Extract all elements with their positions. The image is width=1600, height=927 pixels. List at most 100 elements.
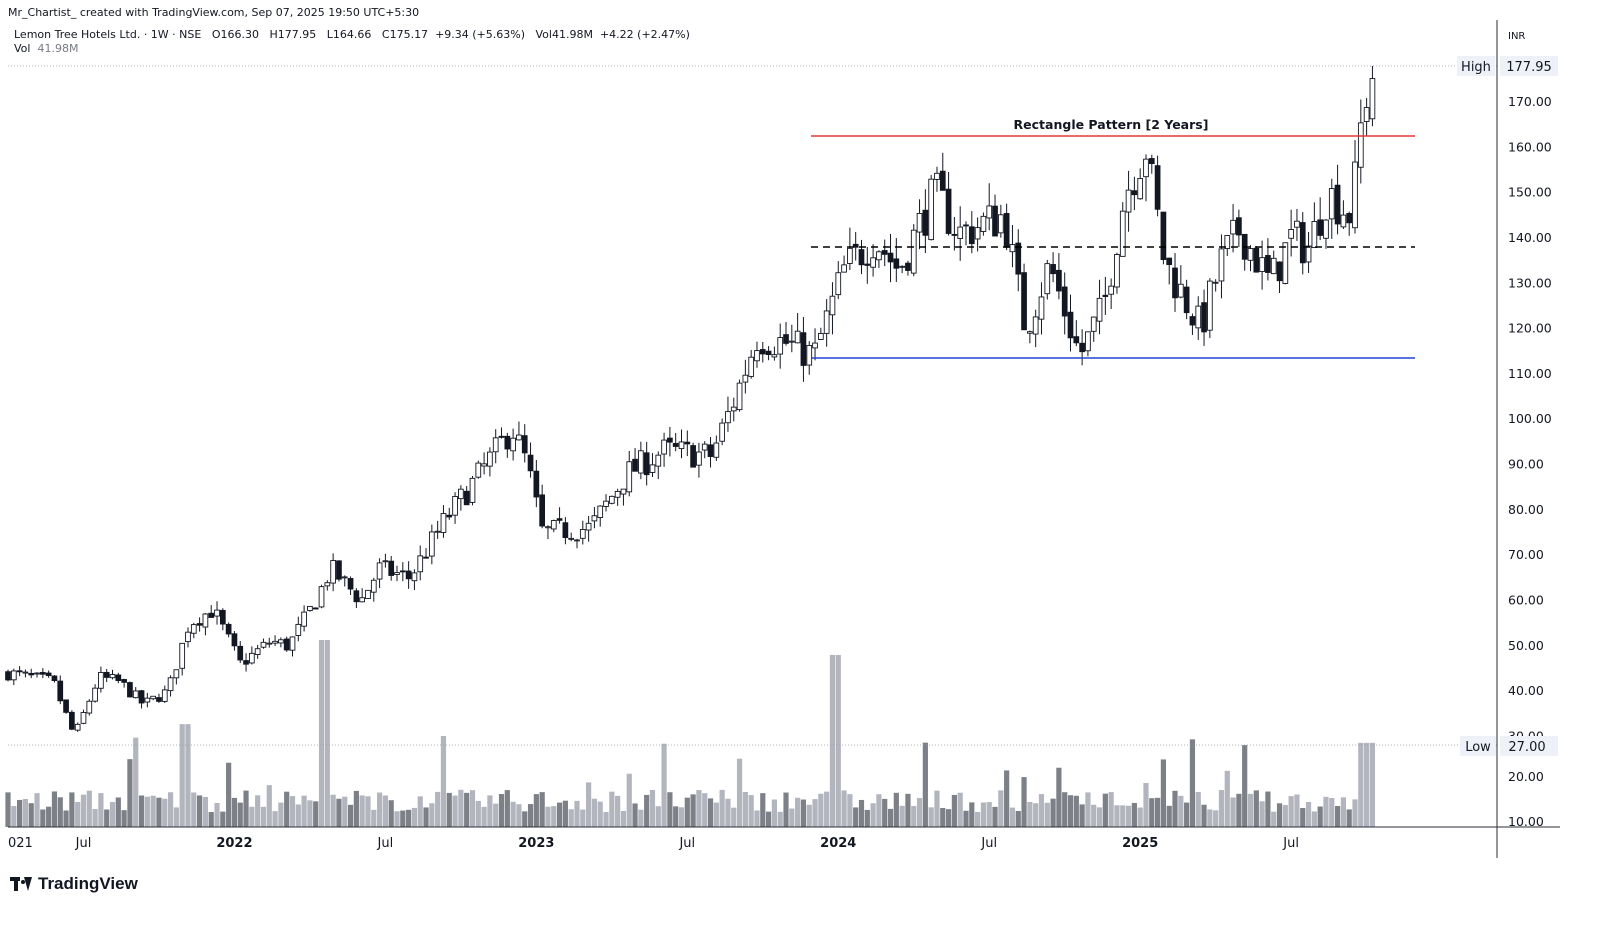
volume-bar [1085,792,1091,827]
volume-bar [417,796,423,827]
symbol-name[interactable]: Lemon Tree Hotels Ltd. · 1W · NSE [14,28,202,41]
volume-bar [864,809,870,827]
candle-body [57,680,64,702]
high-marker-value: 177.95 [1506,60,1552,75]
volume-series-label[interactable]: Vol [14,42,31,55]
volume-bar [806,804,812,827]
volume-bar [289,796,296,827]
volume-bar [342,796,348,827]
volume-bar [365,796,371,827]
candle-body [69,711,75,730]
candle-body [1027,331,1033,334]
volume-bar [945,809,952,827]
candle-body [1276,261,1283,282]
volume-bar [191,792,197,827]
candle-body [1236,217,1242,236]
volume-bar [667,792,673,827]
volume-bar [1300,808,1306,827]
volume-bar [371,809,377,827]
candle-body [765,350,772,355]
volume-bar [1253,790,1259,827]
volume-bar [1149,798,1155,827]
candle-body [382,560,389,563]
volume-bar [1033,803,1039,827]
price-tick-label: 90.00 [1508,457,1544,472]
volume-bar [1114,805,1120,827]
candle-body [1346,213,1353,224]
volume-bar [1062,792,1068,827]
volume-bar [893,792,899,827]
volume-bar [1195,792,1201,827]
volume-bar [562,800,568,827]
candle-body [1189,316,1196,326]
candle-body [1247,248,1254,261]
candle-body [556,518,563,521]
volume-bar [702,793,708,827]
volume-bar [1201,804,1207,827]
volume-bar [998,790,1004,827]
volume-bar [208,812,214,827]
volume-bar [150,795,156,827]
volume-bar [545,806,551,827]
price-tick-label: 140.00 [1508,230,1552,245]
volume-bar [1125,805,1132,827]
volume-bar [115,797,121,827]
candle-body [510,437,516,452]
tradingview-logo-icon [10,877,32,891]
candle-body [179,642,186,669]
volume-bar [644,794,650,827]
volume-bar [92,809,98,827]
volume-bar [789,808,795,827]
volume-bar [481,806,487,827]
volume-bar [1317,806,1323,827]
volume-bar [841,790,847,827]
tradingview-logo[interactable]: TradingView [10,874,138,894]
candle-body [678,441,685,450]
candle-body [881,250,888,255]
volume-bar [736,758,743,827]
volume-bar [725,798,731,827]
candle-body [469,477,476,503]
candle-body [870,257,876,268]
candle-body [643,452,650,476]
volume-bar [440,735,447,827]
candle-body [283,638,290,651]
candle-body [550,520,557,530]
volume-bar [748,795,754,827]
time-tick-label: 021 [8,836,33,851]
volume-bar [899,805,905,827]
candle-body [202,613,209,628]
price-tick-label: 170.00 [1508,94,1552,109]
candle-body [887,252,894,263]
volume-bar [1102,793,1108,827]
volume-bar [580,809,586,827]
candle-body [1172,267,1178,299]
volume-bar [847,794,853,827]
candle-body [1044,263,1051,295]
volume-bar [301,795,307,827]
volume-bar [777,811,783,827]
volume-bar [1143,782,1149,827]
candle-body [504,435,511,450]
volume-bar [516,804,522,827]
volume-bar [818,793,824,827]
volume-bar [638,809,644,827]
volume-bar [812,799,818,827]
candle-body [690,445,696,468]
candle-body [1102,294,1109,297]
candle-body [1108,285,1115,295]
candle-body [492,437,499,453]
volume-bar [278,802,284,827]
volume-bar [882,798,888,827]
volume-bar [28,803,34,827]
volume-bar [591,798,598,827]
candle-body [1079,342,1085,353]
candle-body [730,406,737,412]
volume-bar [144,796,150,827]
candle-body [742,374,749,383]
volume-bar [394,811,400,827]
candle-body [318,586,325,608]
volume-bar [167,792,174,827]
candle-body [759,349,766,355]
